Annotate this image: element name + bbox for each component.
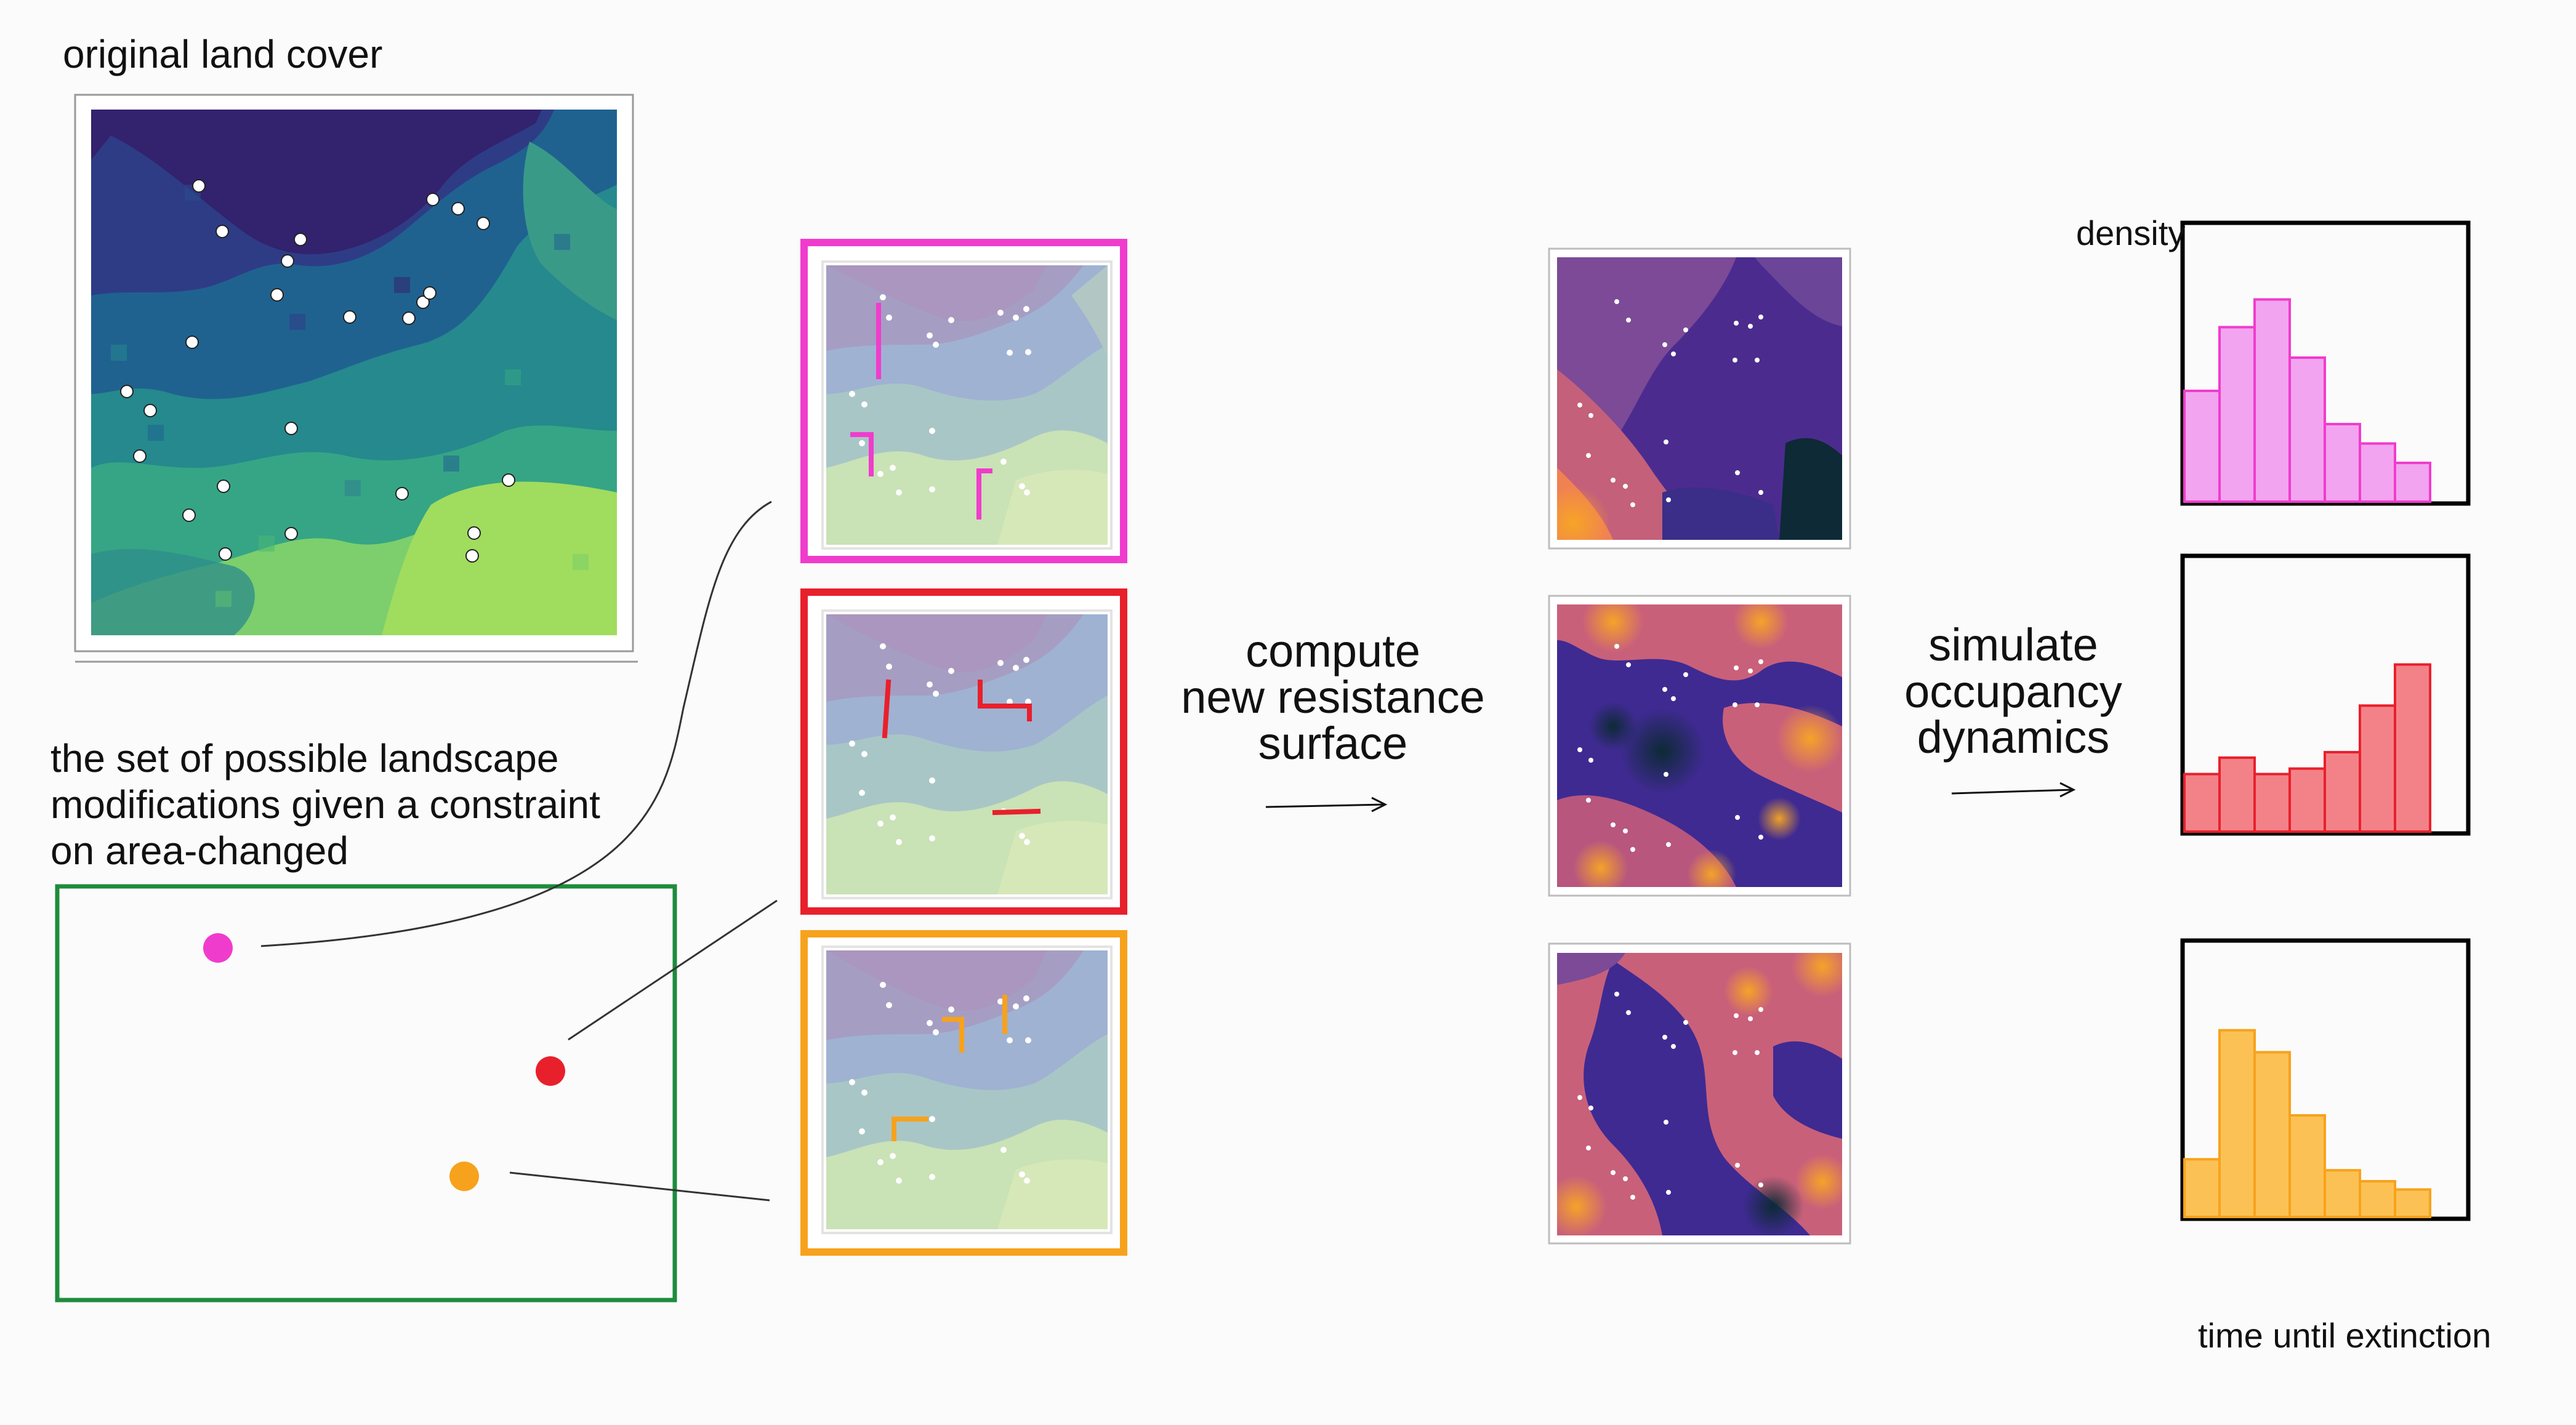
histogram-bar-magenta-1 xyxy=(2183,390,2221,503)
histogram-bar-magenta-4 xyxy=(2288,356,2326,503)
histogram-bar-magenta-2 xyxy=(2218,326,2256,503)
modification-set-frame xyxy=(55,884,677,1303)
compute-label-line3: surface xyxy=(1258,718,1408,769)
modified-landscape-red xyxy=(800,588,1127,915)
histogram-bar-magenta-6 xyxy=(2359,442,2396,503)
histogram-bars xyxy=(2183,298,2431,1219)
histogram-frames xyxy=(2180,220,2471,1221)
original-land-cover-label: original land cover xyxy=(63,32,383,76)
histogram-bar-orange-3 xyxy=(2253,1051,2291,1219)
histogram-bar-orange-6 xyxy=(2359,1180,2396,1219)
modification-point-orange[interactable] xyxy=(449,1162,479,1191)
histogram-bar-red-2 xyxy=(2218,756,2256,833)
histogram-bar-orange-1 xyxy=(2183,1158,2221,1218)
histogram-bar-orange-7 xyxy=(2394,1188,2431,1219)
resistance-surface-3 xyxy=(1548,942,1851,1245)
compute-label-line2: new resistance xyxy=(1181,672,1485,723)
histogram-bar-red-3 xyxy=(2253,773,2291,833)
modification-set-label-line3: on area-changed xyxy=(50,829,348,873)
modified-landscape-orange xyxy=(800,930,1127,1256)
modification-set-label-line1: the set of possible landscape xyxy=(50,736,559,781)
histogram-bar-red-7 xyxy=(2394,663,2431,833)
resistance-surface-1 xyxy=(1548,247,1851,550)
modification-set-label-line2: modifications given a constraint xyxy=(50,782,600,827)
histogram-bar-red-4 xyxy=(2288,767,2326,833)
simulate-label-line3: dynamics xyxy=(1917,712,2110,763)
resistance-surface-2 xyxy=(1548,595,1851,897)
compute-label-line1: compute xyxy=(1246,625,1420,676)
histogram-frame-orange xyxy=(2180,938,2471,1221)
time-until-extinction-label: time until extinction xyxy=(2198,1316,2492,1355)
histogram-bar-red-6 xyxy=(2359,704,2396,833)
occupancy-sites xyxy=(120,179,515,563)
modification-point-red[interactable] xyxy=(536,1056,565,1086)
histogram-bar-orange-4 xyxy=(2288,1114,2326,1218)
original-land-cover-map xyxy=(74,94,638,663)
histogram-bar-red-1 xyxy=(2183,773,2221,833)
modification-point-magenta[interactable] xyxy=(203,933,233,963)
density-axis-label: density xyxy=(2076,214,2186,252)
histogram-bar-magenta-3 xyxy=(2253,298,2291,503)
histogram-bar-magenta-5 xyxy=(2324,423,2361,503)
histogram-bar-magenta-7 xyxy=(2394,462,2431,503)
simulate-label-line2: occupancy xyxy=(1904,666,2122,717)
arrows xyxy=(1265,782,2076,813)
histogram-frame-magenta xyxy=(2180,220,2471,506)
simulate-label-line1: simulate xyxy=(1928,619,2098,670)
histogram-bar-red-5 xyxy=(2324,750,2361,833)
histogram-bar-orange-5 xyxy=(2324,1169,2361,1219)
connector-lines xyxy=(260,500,778,1202)
modified-landscape-magenta xyxy=(800,239,1127,563)
histogram-frame-red xyxy=(2180,553,2471,836)
histogram-bar-orange-2 xyxy=(2218,1029,2256,1218)
